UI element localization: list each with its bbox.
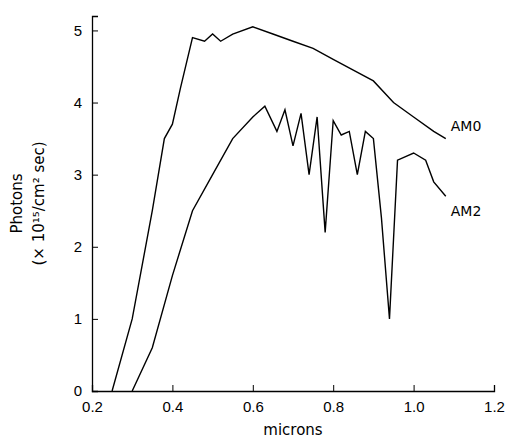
x-tick: 1.0 [404, 385, 425, 415]
x-tick-label: 1.0 [404, 398, 425, 415]
x-tick-label: 0.4 [162, 398, 183, 415]
series-line [132, 106, 446, 391]
x-tick-label: 0.6 [243, 398, 264, 415]
y-tick-label: 2 [74, 238, 82, 255]
y-tick-label: 0 [74, 382, 82, 399]
y-tick-mark [92, 175, 98, 176]
x-tick-label: 0.2 [82, 398, 103, 415]
y-axis-line [93, 17, 99, 392]
y-axis-title: Photons [8, 173, 26, 233]
y-axis: 0 1 2 3 4 5 [74, 17, 98, 400]
plot: 0.2 0.4 0.6 0.8 1.0 1.2 0 1 2 3 4 5 AM0 AM2 microns [74, 17, 505, 440]
series-line [112, 27, 446, 391]
y-tick: 5 [74, 22, 98, 39]
x-tick: 0.8 [323, 385, 344, 415]
x-axis: 0.2 0.4 0.6 0.8 1.0 1.2 [82, 385, 505, 415]
x-tick-mark [253, 385, 254, 391]
x-tick-mark [333, 385, 334, 391]
lines [112, 27, 446, 391]
y-tick: 1 [74, 310, 98, 327]
x-axis-line [93, 385, 495, 392]
x-tick: 0.4 [162, 385, 183, 415]
x-axis-title: microns [263, 421, 323, 439]
y-tick-mark [92, 103, 98, 104]
y-axis-title: (× 10¹⁵/cm² sec) [30, 141, 48, 265]
x-tick: 0.6 [243, 385, 264, 415]
y-tick-label: 4 [74, 94, 82, 111]
chart: 0.2 0.4 0.6 0.8 1.0 1.2 0 1 2 3 4 5 AM0 AM2 microns Pho… [0, 0, 516, 443]
x-tick: 1.2 [484, 385, 505, 415]
y-tick-mark [92, 30, 98, 31]
y-tick-mark [92, 319, 98, 320]
y-tick-label: 1 [74, 310, 82, 327]
y-tick-mark [92, 391, 98, 392]
y-tick: 0 [74, 382, 98, 399]
x-tick-label: 0.8 [323, 398, 344, 415]
y-tick-label: 3 [74, 166, 82, 183]
x-tick-mark [172, 385, 173, 391]
y-tick-label: 5 [74, 22, 82, 39]
series-label: AM2 [451, 203, 482, 219]
y-tick: 2 [74, 238, 98, 255]
y-tick: 4 [74, 94, 98, 111]
x-tick-mark [414, 385, 415, 391]
series-label: AM0 [451, 118, 482, 134]
y-tick-mark [92, 247, 98, 248]
y-tick: 3 [74, 166, 98, 183]
x-tick-label: 1.2 [484, 398, 505, 415]
x-tick-mark [494, 385, 495, 391]
